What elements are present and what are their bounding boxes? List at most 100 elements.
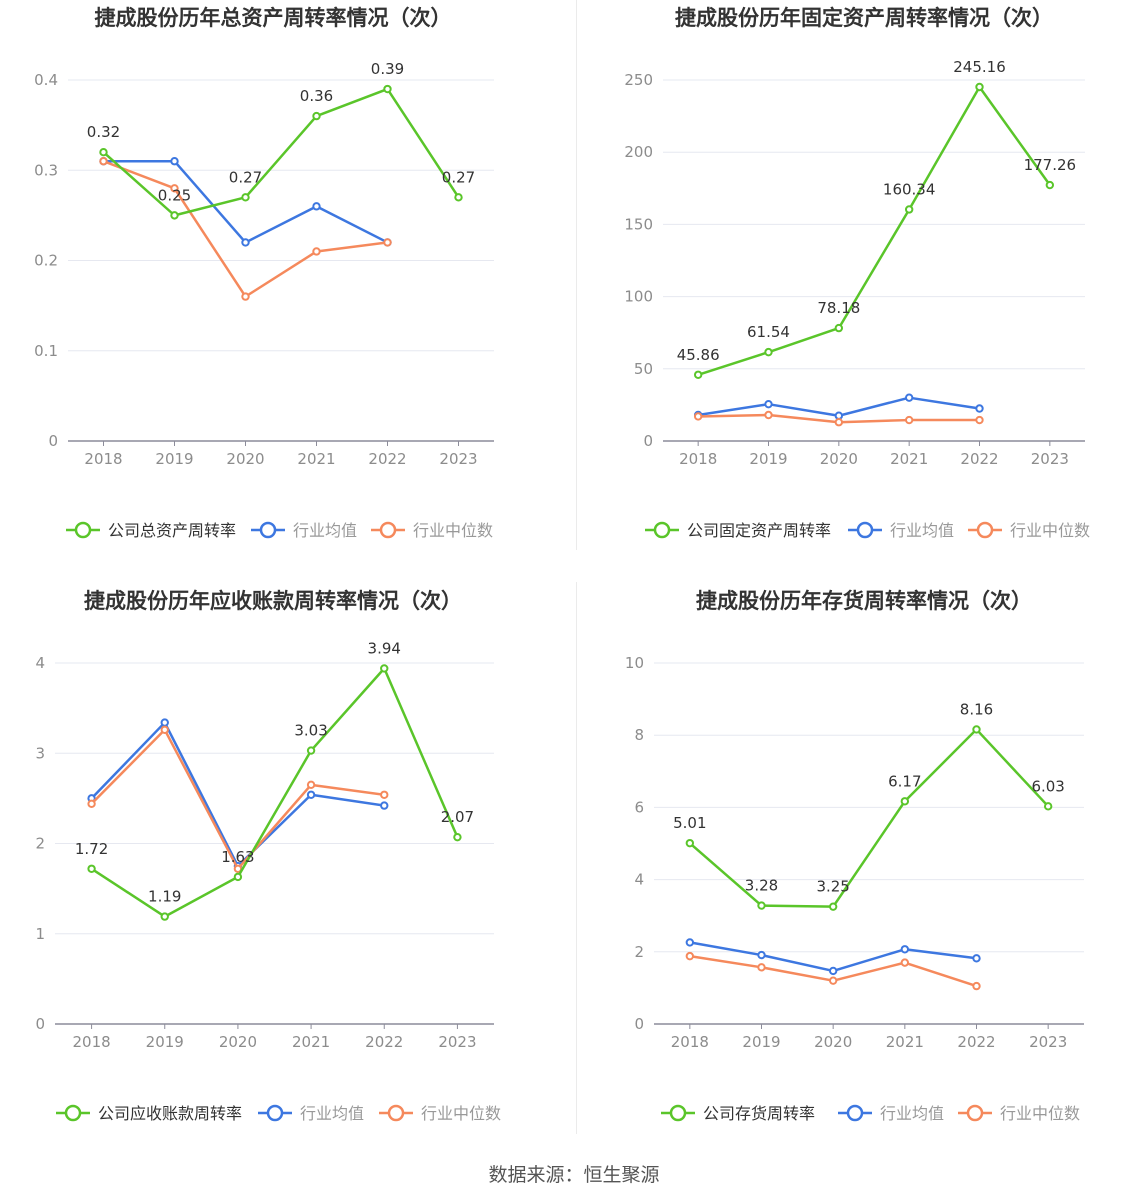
- inventory-data-point[interactable]: [972, 981, 981, 991]
- inventory-data-point[interactable]: [972, 725, 981, 734]
- receivables-data-point[interactable]: [380, 664, 389, 673]
- fixed-asset-data-point[interactable]: [693, 370, 703, 379]
- receivables-y-tick-label: 1: [35, 925, 45, 943]
- fixed-asset-legend-item-0[interactable]: 公司固定资产周转率: [645, 521, 831, 540]
- fixed-asset-data-point[interactable]: [693, 412, 703, 421]
- inventory-data-point[interactable]: [685, 951, 695, 961]
- total-asset-data-point[interactable]: [383, 84, 392, 94]
- fixed-asset-data-point[interactable]: [975, 404, 984, 413]
- receivables-data-point[interactable]: [453, 832, 462, 842]
- receivables-data-point[interactable]: [233, 864, 243, 873]
- inventory-legend-item-0[interactable]: 公司存货周转率: [661, 1104, 815, 1123]
- total-asset-legend-item-2[interactable]: 行业中位数: [371, 521, 493, 540]
- fixed-asset-data-point[interactable]: [834, 411, 844, 420]
- receivables-data-point[interactable]: [160, 725, 169, 734]
- total-asset-data-point[interactable]: [170, 157, 179, 166]
- receivables-data-point[interactable]: [87, 799, 96, 808]
- fixed-asset-legend-item-1[interactable]: 行业均值: [848, 521, 954, 540]
- total-asset-data-label: 0.36: [300, 87, 333, 105]
- total-asset-data-point[interactable]: [170, 211, 179, 220]
- total-asset-data-point[interactable]: [312, 202, 321, 211]
- total-asset-legend-item-0[interactable]: 公司总资产周转率: [66, 521, 236, 540]
- total-asset-data-point[interactable]: [241, 238, 250, 247]
- receivables-data-point[interactable]: [160, 718, 169, 727]
- total-asset-data-point[interactable]: [312, 247, 321, 256]
- inventory-data-point[interactable]: [757, 901, 766, 910]
- receivables-data-point[interactable]: [380, 790, 389, 799]
- inventory-x-tick-label: 2019: [742, 1033, 780, 1051]
- inventory-data-point[interactable]: [685, 938, 695, 947]
- total-asset-data-point[interactable]: [170, 184, 179, 193]
- inventory-data-point[interactable]: [900, 797, 910, 806]
- total-asset-data-label: 0.27: [229, 168, 262, 186]
- receivables-y-tick-label: 0: [35, 1015, 45, 1033]
- inventory-data-point[interactable]: [828, 902, 838, 911]
- receivables-data-point[interactable]: [160, 912, 169, 921]
- receivables-x-tick-label: 2019: [146, 1033, 184, 1051]
- chart-panel-receivables-turnover: 捷成股份历年应收账款周转率情况（次） 0 1 2 3 4 2018 2019 2020 2021 2…: [0, 580, 576, 1155]
- receivables-data-point[interactable]: [306, 746, 316, 755]
- total-asset-data-point[interactable]: [383, 238, 392, 247]
- receivables-data-point[interactable]: [233, 872, 243, 882]
- vertical-divider-bottom: [576, 582, 577, 1134]
- fixed-asset-data-point[interactable]: [764, 347, 773, 357]
- fixed-asset-data-point[interactable]: [904, 205, 914, 214]
- inventory-legend-item-1[interactable]: 行业均值: [838, 1104, 944, 1123]
- fixed-asset-legend-item-2[interactable]: 行业中位数: [968, 521, 1090, 540]
- fixed-asset-x-tick-label: 2019: [749, 450, 787, 468]
- fixed-asset-data-point[interactable]: [904, 393, 914, 402]
- receivables-data-point[interactable]: [306, 780, 316, 790]
- fixed-asset-data-point[interactable]: [834, 418, 844, 427]
- total-asset-turnover-chart: 捷成股份历年总资产周转率情况（次） 0 0.1 0.2 0.3 0.4 2018 2019 20…: [34, 6, 494, 540]
- receivables-data-label: 3.03: [294, 722, 327, 740]
- total-asset-x-tick-label: 2020: [226, 450, 264, 468]
- inventory-legend-item-2[interactable]: 行业中位数: [958, 1104, 1080, 1123]
- inventory-data-point[interactable]: [1043, 802, 1053, 811]
- inventory-data-point[interactable]: [685, 838, 695, 848]
- receivables-series-line-0: [90, 667, 459, 918]
- fixed-asset-data-point[interactable]: [975, 415, 984, 425]
- inventory-data-point[interactable]: [828, 976, 838, 985]
- fixed-asset-y-tick-label: 200: [624, 143, 653, 161]
- receivables-data-label: 1.63: [221, 848, 254, 866]
- total-asset-x-tick-label: 2018: [84, 450, 122, 468]
- legend-circle-icon: [74, 521, 92, 539]
- fixed-asset-data-point[interactable]: [975, 82, 984, 92]
- receivables-legend-item-2[interactable]: 行业中位数: [379, 1104, 501, 1123]
- receivables-data-label: 1.72: [75, 840, 108, 858]
- total-asset-data-point[interactable]: [99, 148, 108, 157]
- total-asset-data-point[interactable]: [99, 157, 108, 166]
- fixed-asset-data-label: 245.16: [953, 58, 1006, 76]
- fixed-asset-data-point[interactable]: [764, 399, 773, 409]
- receivables-legend-item-1[interactable]: 行业均值: [258, 1104, 364, 1123]
- fixed-asset-data-label: 177.26: [1024, 156, 1076, 174]
- fixed-asset-data-point[interactable]: [904, 415, 914, 425]
- inventory-data-point[interactable]: [828, 966, 838, 976]
- inventory-data-point[interactable]: [757, 963, 766, 972]
- fixed-asset-turnover-chart: 捷成股份历年固定资产周转率情况（次） 0 50 100 150 200 250 2018 201…: [624, 6, 1090, 540]
- inventory-data-point[interactable]: [900, 945, 910, 954]
- receivables-data-point[interactable]: [87, 864, 96, 873]
- fixed-asset-y-tick-label: 250: [624, 71, 653, 89]
- total-asset-data-label: 0.32: [87, 123, 120, 141]
- total-asset-data-point[interactable]: [454, 193, 463, 202]
- inventory-data-point[interactable]: [757, 950, 766, 960]
- fixed-asset-x-tick-label: 2022: [960, 450, 998, 468]
- legend-circle-icon: [966, 1104, 984, 1122]
- inventory-y-tick-label: 0: [634, 1015, 644, 1033]
- fixed-asset-data-point[interactable]: [834, 323, 844, 333]
- fixed-asset-data-point[interactable]: [764, 410, 773, 420]
- total-asset-data-point[interactable]: [312, 111, 321, 121]
- fixed-asset-data-point[interactable]: [1045, 180, 1055, 190]
- total-asset-legend-label: 行业中位数: [413, 521, 493, 540]
- receivables-data-point[interactable]: [380, 801, 389, 810]
- inventory-data-point[interactable]: [972, 954, 981, 963]
- total-asset-legend-item-1[interactable]: 行业均值: [251, 521, 357, 540]
- inventory-turnover-chart: 捷成股份历年存货周转率情况（次） 0 2 4 6 8 10 2018 2019 2020 2021 2…: [625, 589, 1084, 1123]
- total-asset-data-label: 0.27: [442, 168, 475, 186]
- inventory-data-point[interactable]: [900, 958, 910, 967]
- receivables-legend-item-0[interactable]: 公司应收账款周转率: [56, 1104, 242, 1123]
- total-asset-data-point[interactable]: [241, 292, 250, 301]
- total-asset-data-point[interactable]: [241, 193, 250, 202]
- receivables-data-point[interactable]: [306, 790, 316, 799]
